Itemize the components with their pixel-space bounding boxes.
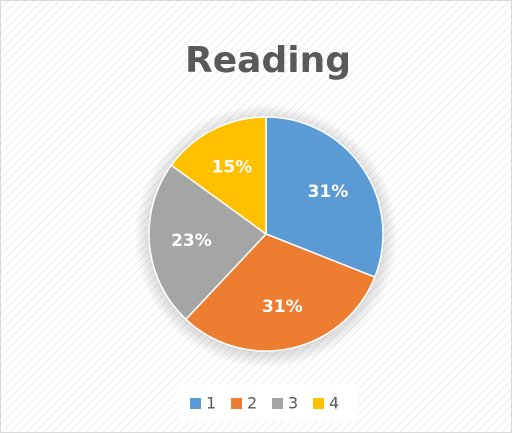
data-label: 15% [212,157,253,177]
legend-label: 4 [329,394,339,413]
legend-swatch [231,398,242,409]
data-label: 23% [171,231,212,251]
pie-slice [148,164,268,321]
legend-swatch [272,398,283,409]
data-label: 31% [262,297,303,317]
legend-label: 3 [288,394,298,413]
legend-box [178,384,358,422]
pie-slice [184,233,376,352]
legend-label: 2 [247,394,257,413]
data-label: 31% [308,182,349,202]
legend-label: 1 [206,394,216,413]
pie-slice [265,116,384,279]
legend-swatch [190,398,201,409]
legend-swatch [313,398,324,409]
chart-title: Reading [185,40,351,81]
pie-slice [170,116,267,236]
